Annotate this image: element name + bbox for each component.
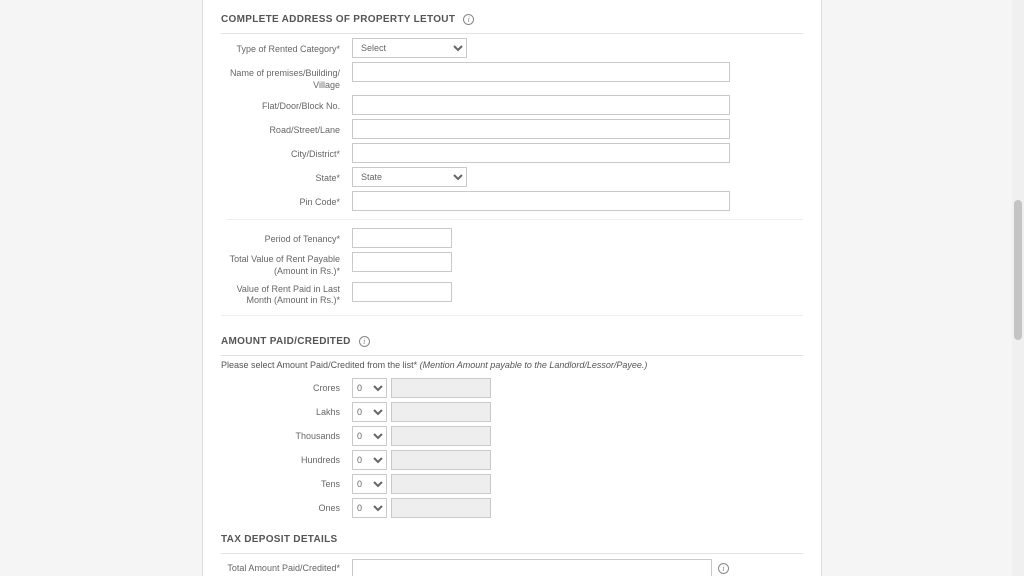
state-row: State* State (227, 165, 803, 189)
category-row: Type of Rented Category* Select (227, 36, 803, 60)
info-icon[interactable]: i (463, 14, 474, 25)
divider (221, 33, 803, 34)
divider (221, 315, 803, 316)
amount-section-title: AMOUNT PAID/CREDITED (221, 336, 351, 347)
amount-section-header: AMOUNT PAID/CREDITED i (221, 322, 803, 355)
scrollbar-thumb[interactable] (1014, 200, 1022, 340)
info-icon[interactable]: i (718, 563, 729, 574)
state-label: State* (227, 167, 352, 185)
category-label: Type of Rented Category* (227, 38, 352, 56)
info-icon[interactable]: i (359, 336, 370, 347)
lakhs-select[interactable]: 0 (352, 402, 387, 422)
ones-select[interactable]: 0 (352, 498, 387, 518)
thousands-readonly (391, 426, 491, 446)
state-select[interactable]: State (352, 167, 467, 187)
flat-label: Flat/Door/Block No. (227, 95, 352, 113)
city-label: City/District* (227, 143, 352, 161)
tax-section-title: TAX DEPOSIT DETAILS (221, 534, 337, 545)
hundreds-readonly (391, 450, 491, 470)
total-rent-row: Total Value of Rent Payable (Amount in R… (227, 250, 803, 279)
total-amount-row: Total Amount Paid/Credited* i (227, 556, 803, 576)
tens-select[interactable]: 0 (352, 474, 387, 494)
tens-readonly (391, 474, 491, 494)
flat-row: Flat/Door/Block No. (227, 93, 803, 117)
tens-label: Tens (227, 479, 352, 489)
lakhs-row: Lakhs 0 (227, 400, 803, 424)
hundreds-row: Hundreds 0 (227, 448, 803, 472)
premises-input[interactable] (352, 62, 730, 82)
thousands-select[interactable]: 0 (352, 426, 387, 446)
tax-section-header: TAX DEPOSIT DETAILS (221, 520, 803, 553)
lakhs-readonly (391, 402, 491, 422)
city-input[interactable] (352, 143, 730, 163)
tens-row: Tens 0 (227, 472, 803, 496)
ones-readonly (391, 498, 491, 518)
ones-row: Ones 0 (227, 496, 803, 520)
total-amount-label: Total Amount Paid/Credited* (227, 559, 352, 575)
last-month-row: Value of Rent Paid in Last Month (Amount… (227, 280, 803, 309)
lakhs-label: Lakhs (227, 407, 352, 417)
last-month-input[interactable] (352, 282, 452, 302)
instruction-plain: Please select Amount Paid/Credited from … (221, 360, 420, 370)
ones-label: Ones (227, 503, 352, 513)
period-label: Period of Tenancy* (227, 228, 352, 246)
thousands-label: Thousands (227, 431, 352, 441)
total-rent-input[interactable] (352, 252, 452, 272)
pin-row: Pin Code* (227, 189, 803, 213)
total-amount-input[interactable] (352, 559, 712, 576)
hundreds-label: Hundreds (227, 455, 352, 465)
hundreds-select[interactable]: 0 (352, 450, 387, 470)
period-row: Period of Tenancy* (227, 226, 803, 250)
premises-row: Name of premises/Building/ Village (227, 60, 803, 93)
road-label: Road/Street/Lane (227, 119, 352, 137)
instruction-italic: (Mention Amount payable to the Landlord/… (420, 360, 648, 370)
total-rent-label: Total Value of Rent Payable (Amount in R… (227, 252, 352, 277)
form-container: COMPLETE ADDRESS OF PROPERTY LETOUT i Ty… (202, 0, 822, 576)
road-row: Road/Street/Lane (227, 117, 803, 141)
address-section-header: COMPLETE ADDRESS OF PROPERTY LETOUT i (221, 0, 803, 33)
pin-label: Pin Code* (227, 191, 352, 209)
period-input[interactable] (352, 228, 452, 248)
city-row: City/District* (227, 141, 803, 165)
divider (221, 355, 803, 356)
address-section-title: COMPLETE ADDRESS OF PROPERTY LETOUT (221, 14, 455, 25)
crores-select[interactable]: 0 (352, 378, 387, 398)
road-input[interactable] (352, 119, 730, 139)
amount-instruction: Please select Amount Paid/Credited from … (221, 358, 803, 376)
category-select[interactable]: Select (352, 38, 467, 58)
flat-input[interactable] (352, 95, 730, 115)
crores-readonly (391, 378, 491, 398)
divider (227, 219, 803, 220)
last-month-label: Value of Rent Paid in Last Month (Amount… (227, 282, 352, 307)
scrollbar[interactable] (1012, 0, 1024, 576)
crores-label: Crores (227, 383, 352, 393)
divider (221, 553, 803, 554)
thousands-row: Thousands 0 (227, 424, 803, 448)
premises-label: Name of premises/Building/ Village (227, 62, 352, 91)
pin-input[interactable] (352, 191, 730, 211)
crores-row: Crores 0 (227, 376, 803, 400)
